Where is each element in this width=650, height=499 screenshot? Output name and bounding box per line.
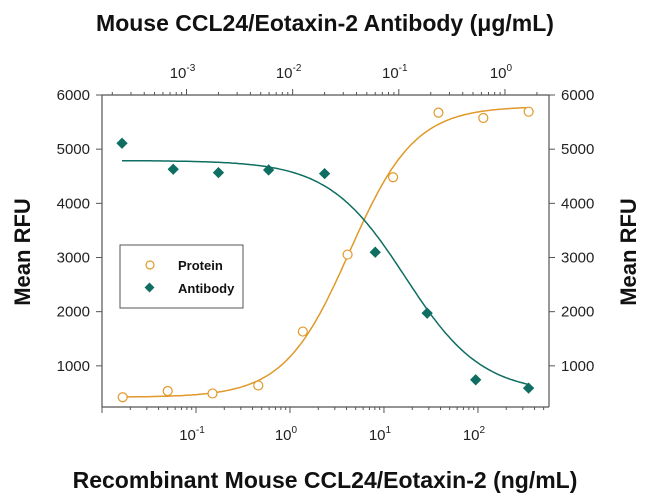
y-axis-label-right: Mean RFU bbox=[616, 198, 641, 306]
data-point-antibody bbox=[262, 164, 275, 176]
data-point-protein bbox=[297, 326, 308, 337]
data-point-protein bbox=[253, 380, 264, 391]
legend-marker-antibody bbox=[144, 282, 155, 293]
x-tick-label-bottom: 10-1 bbox=[179, 425, 205, 444]
y-tick-label-right: 6000 bbox=[561, 87, 594, 104]
y-tick-label-right: 4000 bbox=[561, 195, 594, 212]
y-tick-label-left: 1000 bbox=[57, 358, 90, 375]
tick-base: 10 bbox=[382, 65, 399, 82]
data-points bbox=[116, 106, 535, 403]
tick-base: 10 bbox=[490, 65, 507, 82]
x-tick-label-top: 10-3 bbox=[170, 63, 196, 82]
data-point-protein bbox=[162, 385, 173, 397]
data-point-protein bbox=[117, 392, 128, 403]
fit-curves bbox=[122, 106, 529, 398]
tick-base: 10 bbox=[179, 427, 196, 444]
data-point-antibody bbox=[212, 166, 225, 179]
data-point-antibody bbox=[167, 163, 179, 175]
data-point-antibody bbox=[421, 307, 433, 319]
legend: Protein Antibody bbox=[119, 244, 244, 309]
data-point-protein bbox=[523, 106, 534, 117]
tick-exponent: 1 bbox=[386, 425, 392, 436]
y-tick-label-right: 5000 bbox=[561, 141, 594, 158]
tick-exponent: 0 bbox=[507, 63, 513, 74]
data-point-protein bbox=[478, 112, 489, 124]
y-tick-label-right: 1000 bbox=[561, 358, 594, 375]
legend-label-antibody: Antibody bbox=[178, 281, 235, 296]
data-point-protein bbox=[207, 388, 218, 399]
tick-base: 10 bbox=[276, 65, 293, 82]
tick-base: 10 bbox=[463, 427, 480, 444]
tick-exponent: -1 bbox=[196, 425, 205, 436]
y-axis-label-left: Mean RFU bbox=[10, 198, 35, 306]
tick-exponent: -1 bbox=[399, 63, 408, 74]
y-tick-label-left: 2000 bbox=[57, 304, 90, 321]
legend-label-protein: Protein bbox=[178, 258, 223, 273]
legend-box bbox=[119, 244, 244, 309]
fit-curve-antibody bbox=[122, 159, 529, 386]
y-tick-label-right: 2000 bbox=[561, 304, 594, 321]
chart-title: Mouse CCL24/Eotaxin-2 Antibody (μg/mL) bbox=[96, 10, 554, 36]
tick-exponent: 0 bbox=[292, 425, 298, 436]
legend-marker-protein bbox=[145, 260, 155, 270]
data-point-antibody bbox=[522, 382, 535, 394]
tick-base: 10 bbox=[275, 427, 292, 444]
x-tick-label-bottom: 102 bbox=[463, 425, 486, 444]
tick-base: 10 bbox=[170, 65, 187, 82]
data-point-protein bbox=[342, 249, 353, 260]
data-point-antibody bbox=[318, 167, 331, 180]
tick-exponent: -2 bbox=[293, 63, 302, 74]
x-tick-label-top: 10-1 bbox=[382, 63, 408, 82]
y-tick-label-right: 3000 bbox=[561, 250, 594, 267]
tick-exponent: -3 bbox=[186, 63, 195, 74]
x-tick-label-bottom: 101 bbox=[369, 425, 392, 444]
y-tick-label-left: 4000 bbox=[57, 195, 90, 212]
data-point-antibody bbox=[369, 246, 381, 258]
data-point-antibody bbox=[116, 137, 128, 149]
data-point-antibody bbox=[470, 374, 482, 386]
tick-exponent: 2 bbox=[480, 425, 486, 436]
x-axis-label: Recombinant Mouse CCL24/Eotaxin-2 (ng/mL… bbox=[73, 467, 578, 493]
x-tick-label-top: 100 bbox=[490, 63, 513, 82]
fit-curve-protein bbox=[122, 106, 529, 398]
tick-base: 10 bbox=[369, 427, 386, 444]
y-tick-label-left: 5000 bbox=[57, 141, 90, 158]
data-point-protein bbox=[433, 107, 444, 118]
data-point-protein bbox=[387, 172, 399, 183]
y-tick-label-left: 3000 bbox=[57, 250, 90, 267]
x-tick-label-top: 10-2 bbox=[276, 63, 302, 82]
x-tick-label-bottom: 100 bbox=[275, 425, 298, 444]
y-tick-label-left: 6000 bbox=[57, 87, 90, 104]
